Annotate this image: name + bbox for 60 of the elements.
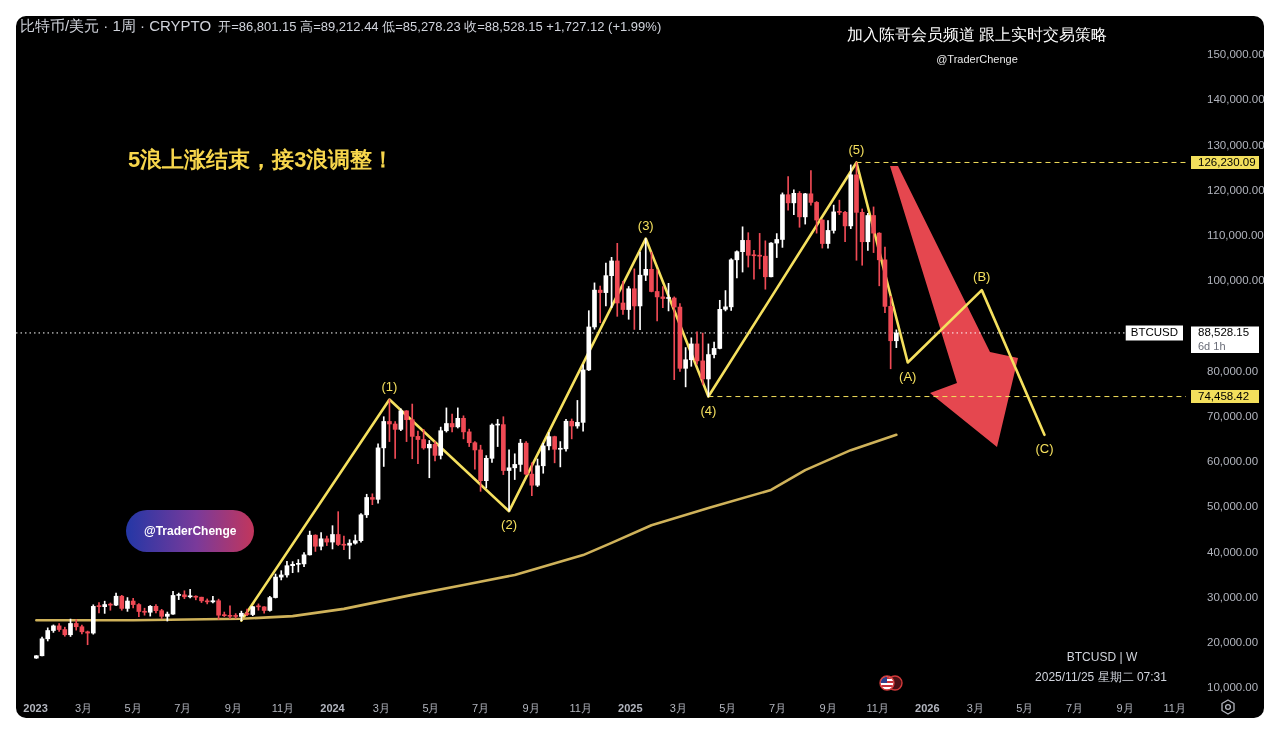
x-tick-label: 9月 (1116, 701, 1134, 715)
text: 加入陈哥会员频道 跟上实时交易策略 (846, 25, 1108, 45)
x-tick-label: 3月 (74, 701, 93, 715)
annotation: (1) (381, 378, 398, 394)
annotation: @TraderChenge (936, 53, 1018, 65)
x-tick-label: 7月 (768, 701, 787, 715)
y-tick-label: 50,000.00 (1207, 500, 1259, 513)
x-tick-label: 9月 (819, 701, 837, 715)
x-tick-label: 5月 (124, 701, 142, 715)
annotation: 2025/11/25 星期二 07:31 (1035, 669, 1167, 686)
x-tick-label: 11月 (1163, 701, 1186, 715)
y-tick-label: 40,000.00 (1207, 545, 1259, 558)
x-tick-label: 5月 (1016, 701, 1034, 715)
y-tick-label: 150,000.00 (1207, 48, 1265, 61)
chart-subtitle: 开=86,801.15 高=89,212.44 低=85,278.23 收=88,528.15 +1,727.12 (+1.99%) (218, 18, 662, 36)
annotation: (C) (1035, 440, 1054, 456)
y-tick-label: 20,000.00 (1207, 635, 1259, 648)
x-tick-label: 2023 (23, 701, 48, 715)
annotation: @TraderChenge (126, 510, 255, 552)
annotation: (2) (501, 517, 518, 533)
y-tick-label: 120,000.00 (1207, 183, 1265, 196)
x-tick-label: 11月 (271, 701, 295, 715)
annotation: (A) (899, 368, 917, 384)
x-tick-label: 3月 (966, 701, 984, 715)
x-tick-label: 11月 (866, 701, 889, 715)
annotation: 5浪上涨结束，接3浪调整！ (128, 146, 395, 174)
x-tick-label: 7月 (174, 701, 192, 715)
x-tick-label: 7月 (472, 701, 490, 715)
x-tick-label: 7月 (1065, 701, 1084, 715)
x-tick-label: 3月 (372, 701, 390, 715)
x-tick-label: 2025 (618, 701, 643, 715)
candlestick (768, 242, 774, 278)
y-tick-label: 100,000.00 (1207, 274, 1265, 287)
chart-title: 比特币/美元 · 1周 · CRYPTO (20, 17, 212, 36)
y-tick-label: 30,000.00 (1207, 590, 1259, 603)
ref-line-label: 74,458.42 (1198, 389, 1250, 402)
annotation: BTCUSD (1130, 326, 1178, 339)
y-tick-label: 60,000.00 (1207, 455, 1259, 468)
x-tick-label: 5月 (422, 701, 440, 715)
text: 6d 1h (1191, 339, 1259, 353)
y-tick-label: 110,000.00 (1207, 229, 1264, 242)
x-tick-label: 9月 (522, 701, 540, 715)
annotation: (3) (637, 217, 654, 233)
x-tick-label: 3月 (669, 701, 687, 715)
x-tick-label: 2026 (915, 701, 940, 715)
y-tick-label: 70,000.00 (1207, 409, 1259, 422)
x-tick-label: 9月 (224, 701, 242, 715)
annotation: (B) (973, 269, 991, 285)
x-tick-label: 11月 (569, 701, 592, 715)
x-tick-label: 5月 (719, 701, 737, 715)
y-tick-label: 80,000.00 (1207, 364, 1259, 377)
y-tick-label: 140,000.00 (1207, 93, 1265, 106)
y-tick-label: 10,000.00 (1207, 681, 1259, 694)
annotation: BTCUSD | W (1066, 650, 1138, 664)
annotation: (5) (848, 141, 865, 157)
ref-line-label: 88,528.15 (1198, 326, 1250, 339)
y-tick-label: 130,000.00 (1207, 138, 1265, 151)
annotation: (4) (700, 402, 717, 418)
x-tick-label: 2024 (320, 701, 345, 715)
ref-line-label: 126,230.09 (1198, 155, 1256, 168)
